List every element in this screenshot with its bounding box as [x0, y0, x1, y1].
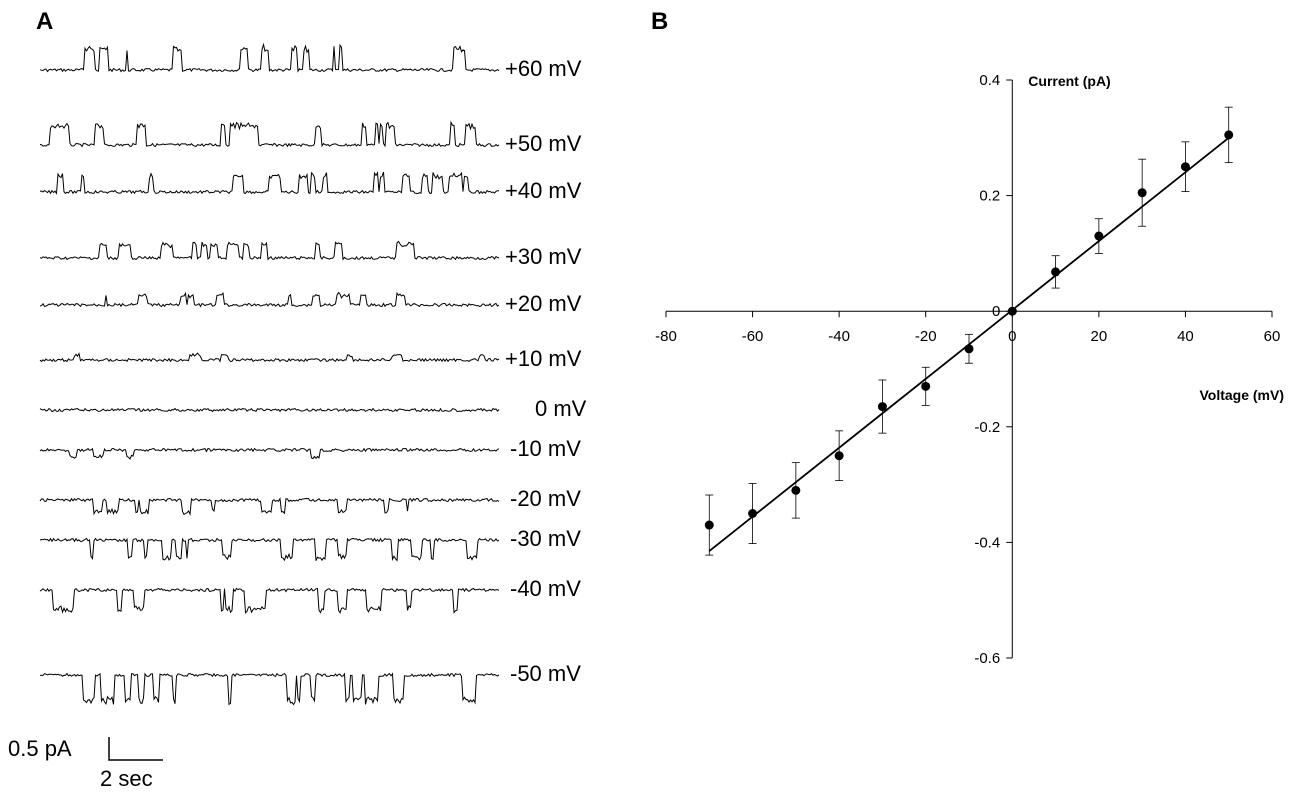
data-point [834, 451, 844, 461]
y-tick-label: 0.2 [979, 188, 1000, 205]
scale-bar-time-label: 2 sec [100, 766, 153, 791]
trace-voltage-label: -50 mV [510, 661, 581, 686]
x-tick-label: 40 [1177, 328, 1194, 345]
scale-bar-current-label: 0.5 pA [8, 736, 72, 761]
trace-voltage-label: +10 mV [505, 346, 582, 371]
y-tick-label: 0 [992, 303, 1000, 320]
x-tick-label: 0 [1008, 328, 1016, 345]
x-tick-label: 20 [1091, 328, 1108, 345]
x-tick-label: -40 [828, 328, 850, 345]
current-trace [39, 537, 500, 562]
x-tick-label: -20 [915, 328, 937, 345]
panel-a-letter: A [36, 8, 54, 35]
data-point [704, 520, 714, 530]
data-point [748, 509, 758, 518]
x-axis-label: Voltage (mV) [1199, 387, 1284, 403]
y-tick-label: -0.2 [974, 419, 1000, 436]
data-point [1007, 306, 1017, 316]
current-trace [39, 171, 499, 195]
current-trace [39, 291, 500, 308]
data-point [1224, 130, 1234, 140]
current-trace [39, 240, 500, 261]
y-axis-label: Current (pA) [1028, 73, 1110, 89]
data-point [1137, 188, 1147, 198]
data-point [1051, 267, 1061, 277]
trace-voltage-label: -10 mV [510, 436, 581, 461]
current-trace [39, 672, 500, 706]
data-point [1094, 231, 1104, 241]
x-tick-label: -60 [742, 328, 764, 345]
scale-bar [108, 737, 163, 761]
trace-voltage-label: -30 mV [510, 526, 581, 551]
current-trace [39, 497, 500, 516]
trace-voltage-label: +40 mV [505, 178, 582, 203]
data-point [877, 402, 887, 412]
trace-voltage-label: +50 mV [505, 131, 582, 156]
data-point [1180, 162, 1190, 172]
trace-voltage-label: +20 mV [505, 291, 582, 316]
data-point [921, 381, 931, 391]
x-tick-label: 60 [1264, 328, 1281, 345]
panel-b-letter: B [651, 8, 669, 35]
data-point [791, 485, 801, 495]
data-point [964, 344, 974, 354]
current-trace [39, 120, 500, 148]
current-trace [39, 42, 500, 73]
current-trace [39, 407, 500, 413]
trace-voltage-label: -20 mV [510, 486, 581, 511]
x-tick-label: -80 [655, 328, 677, 345]
trace-voltage-label: +60 mV [505, 56, 582, 81]
trace-voltage-label: 0 mV [535, 396, 587, 421]
current-trace [39, 352, 500, 363]
current-trace [39, 447, 500, 460]
y-tick-label: -0.4 [974, 534, 1000, 551]
y-tick-label: 0.4 [979, 72, 1000, 89]
trace-voltage-label: -40 mV [510, 576, 581, 601]
current-trace [39, 587, 500, 614]
trace-voltage-label: +30 mV [505, 244, 582, 269]
y-tick-label: -0.6 [974, 650, 1000, 667]
